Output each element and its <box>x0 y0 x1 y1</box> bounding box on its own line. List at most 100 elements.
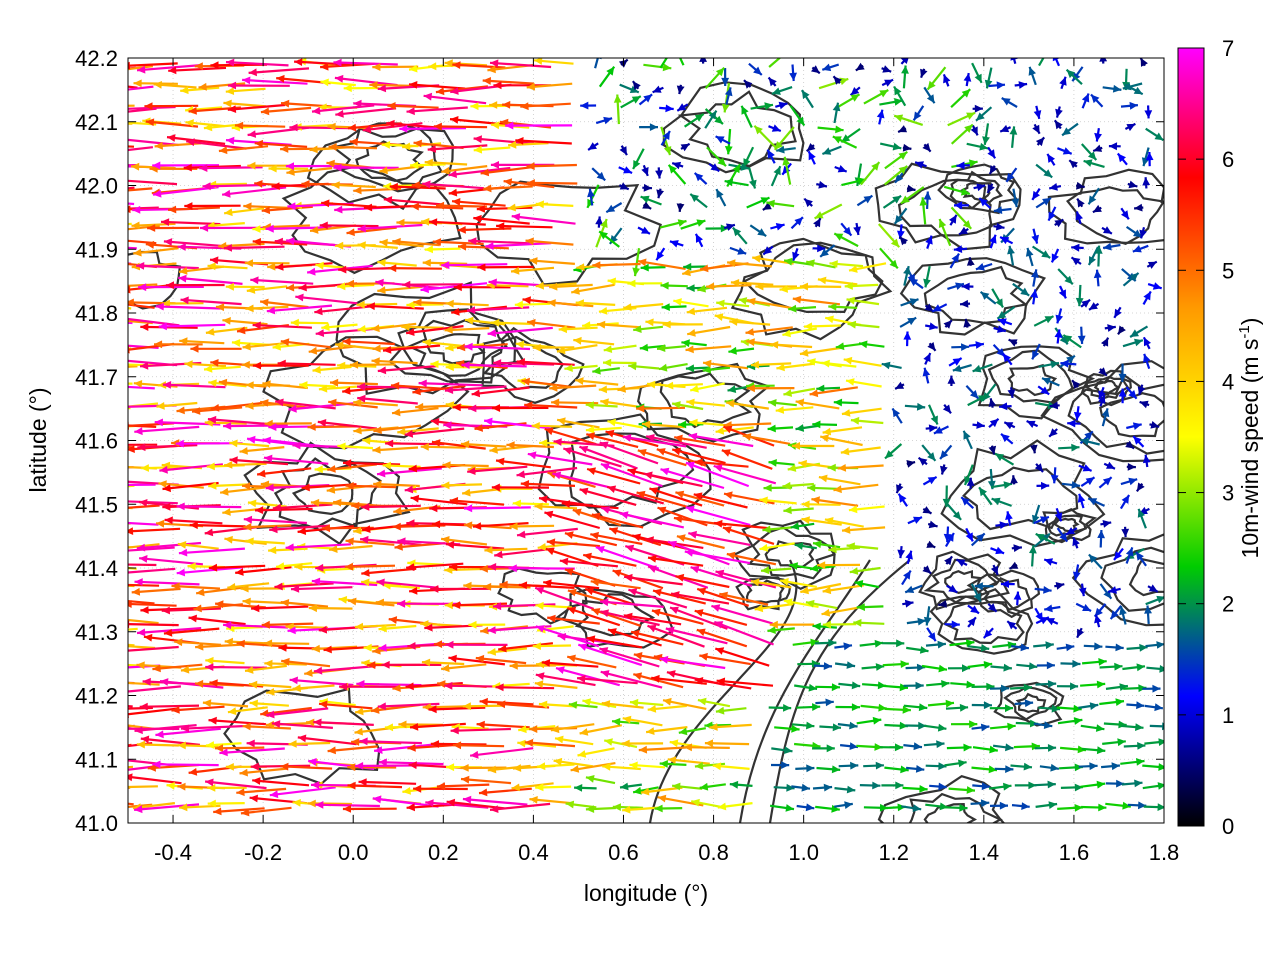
wind-vector <box>224 461 267 469</box>
wind-vector <box>440 536 488 546</box>
wind-vector <box>208 481 247 490</box>
wind-vector <box>234 121 286 130</box>
wind-vector <box>128 222 132 226</box>
wind-vector <box>177 541 219 550</box>
wind-vector <box>1126 422 1142 430</box>
wind-vector <box>158 480 204 489</box>
wind-vector <box>445 363 484 372</box>
wind-vector <box>128 317 180 327</box>
wind-vector <box>1104 324 1116 332</box>
wind-vector <box>449 497 505 506</box>
wind-vector <box>259 399 309 409</box>
wind-vector <box>958 226 969 236</box>
wind-vector <box>660 281 688 290</box>
wind-vector <box>715 188 727 207</box>
wind-vector <box>1093 269 1102 287</box>
wind-vector <box>999 402 1012 411</box>
wind-vector <box>448 166 511 178</box>
wind-vector <box>526 179 578 187</box>
wind-vector <box>484 546 528 554</box>
wind-vector <box>244 259 290 267</box>
wind-vector <box>755 282 797 291</box>
wind-vector <box>641 164 649 177</box>
contour-line <box>977 345 1096 420</box>
wind-vector <box>902 143 912 152</box>
wind-vector <box>1048 183 1062 191</box>
x-tick-label: 1.8 <box>1149 840 1180 865</box>
wind-vector <box>986 183 995 194</box>
wind-vector <box>637 449 687 467</box>
wind-vector <box>775 101 788 110</box>
wind-vector <box>424 245 461 254</box>
wind-vector <box>685 345 732 354</box>
wind-vector <box>689 193 708 209</box>
wind-vector <box>843 356 882 367</box>
colorbar-tick-label: 3 <box>1222 481 1234 506</box>
wind-vector <box>1072 564 1081 581</box>
wind-vector <box>491 318 531 327</box>
wind-vector <box>390 381 444 390</box>
wind-vector <box>973 183 986 192</box>
wind-vector <box>219 486 265 496</box>
wind-vector <box>1068 159 1078 169</box>
wind-vector <box>166 134 226 145</box>
wind-vector <box>686 398 726 407</box>
wind-vector <box>546 538 600 548</box>
wind-vector <box>999 124 1012 133</box>
wind-vector <box>377 258 417 267</box>
wind-vector <box>202 182 266 191</box>
wind-vector <box>693 172 708 185</box>
wind-vector <box>676 203 685 213</box>
wind-vector <box>1007 245 1015 266</box>
wind-vector <box>162 481 219 493</box>
wind-vector <box>942 485 951 508</box>
wind-vector <box>269 524 330 534</box>
wind-vector <box>242 76 308 85</box>
wind-vector <box>265 483 330 492</box>
wind-vector <box>529 257 575 265</box>
wind-vector <box>178 265 225 275</box>
wind-vector <box>953 201 969 210</box>
wind-vector <box>833 398 859 407</box>
contour-line <box>355 140 425 183</box>
wind-vector <box>460 440 507 449</box>
wind-vector <box>1031 269 1039 287</box>
wind-vector <box>345 482 397 490</box>
wind-vector <box>586 467 641 485</box>
wind-vector <box>768 124 782 133</box>
wind-vector <box>128 385 155 390</box>
wind-vector <box>229 456 289 466</box>
wind-vector <box>1052 58 1061 67</box>
wind-vector <box>379 238 424 248</box>
wind-vector <box>819 244 836 258</box>
wind-vector <box>483 184 533 193</box>
y-tick-label: 42.0 <box>75 174 118 199</box>
wind-vector <box>329 378 378 387</box>
wind-vector <box>901 65 909 89</box>
wind-vector <box>319 221 379 230</box>
wind-vector <box>549 282 593 291</box>
wind-vector <box>745 326 793 336</box>
wind-vector <box>783 387 816 397</box>
wind-vector <box>176 566 244 577</box>
wind-vector <box>259 298 309 309</box>
contour-line <box>993 681 1065 727</box>
wind-vector <box>134 425 200 436</box>
contour-line <box>648 559 798 823</box>
wind-vector <box>261 205 313 215</box>
wind-vector <box>680 142 691 152</box>
wind-vector <box>643 63 672 72</box>
wind-vector <box>482 77 534 85</box>
wind-vector <box>982 123 990 146</box>
wind-vector <box>441 261 508 270</box>
wind-vector <box>1092 204 1102 214</box>
colorbar-tick-label: 5 <box>1222 258 1234 283</box>
wind-vector <box>1009 126 1018 148</box>
wind-vector <box>946 584 958 594</box>
wind-vector <box>420 442 466 451</box>
wind-vector <box>775 406 814 414</box>
wind-vector <box>649 487 703 507</box>
wind-vector <box>410 202 464 211</box>
wind-vector <box>1061 122 1079 137</box>
wind-vector <box>665 381 703 390</box>
